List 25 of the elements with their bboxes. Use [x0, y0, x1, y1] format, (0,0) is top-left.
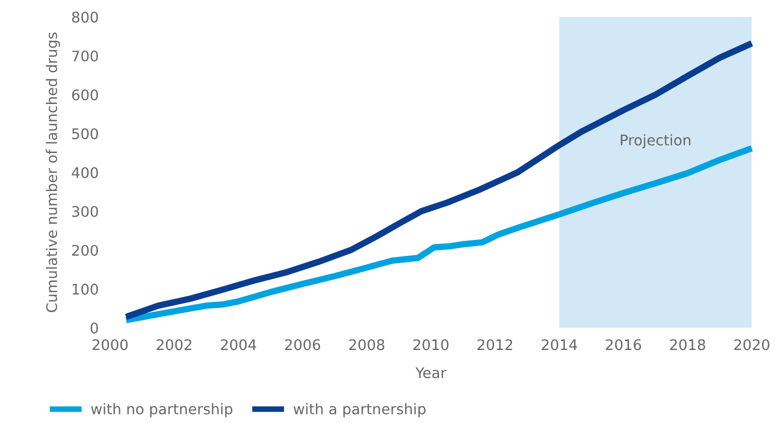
x-tick-label: 2004	[220, 339, 256, 350]
legend-label: with no partnership	[91, 403, 232, 418]
legend-label: with a partnership	[294, 403, 426, 418]
x-tick-label: 2006	[285, 339, 320, 350]
x-tick-label: 2018	[670, 339, 706, 350]
x-axis-title: Year	[415, 367, 446, 378]
x-tick-label: 2014	[542, 339, 577, 350]
x-tick-label: 2016	[606, 339, 642, 350]
y-tick-label: 200	[72, 244, 98, 256]
x-tick-label: 2002	[156, 339, 192, 350]
y-tick-label: 0	[90, 322, 98, 334]
y-tick-label: 100	[72, 284, 98, 295]
y-tick-label: 600	[72, 89, 98, 100]
y-tick-label: 400	[72, 167, 98, 178]
x-tick-label: 2012	[478, 339, 512, 350]
x-tick-label: 2010	[413, 339, 448, 350]
y-tick-label: 700	[72, 50, 98, 62]
x-tick-label: 2020	[734, 339, 770, 350]
x-tick-label: 2008	[349, 339, 384, 350]
band-label: Projection	[620, 134, 690, 148]
y-tick-label: 300	[72, 206, 98, 217]
x-tick-label: 2000	[92, 339, 128, 350]
y-tick-label: 500	[72, 128, 98, 140]
y-axis-title: Cumulative number of launched drugs	[46, 32, 60, 312]
y-tick-label: 800	[72, 12, 98, 23]
